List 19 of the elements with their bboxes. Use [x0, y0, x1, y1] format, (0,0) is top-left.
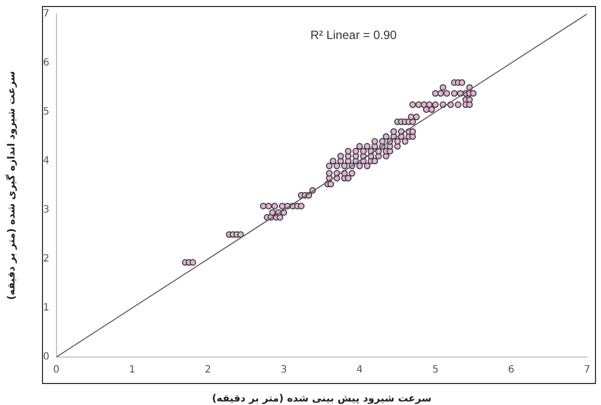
- y-tick-label: 3: [42, 204, 50, 216]
- y-tick-label: 7: [42, 8, 50, 20]
- x-tick-label: 7: [584, 364, 590, 376]
- y-tick-label: 0: [42, 352, 50, 363]
- y-tick-label: 2: [42, 254, 50, 265]
- x-tick-label: 1: [128, 364, 136, 376]
- y-tick-label: 6: [42, 58, 50, 69]
- x-tick-label: 3: [280, 364, 287, 376]
- y-tick-label: 5: [42, 106, 50, 118]
- y-tick-label: 4: [42, 156, 50, 167]
- y-tick-label: 1: [42, 302, 50, 314]
- y-axis-title: سرعت شیرود اندازه گیری شده (متر بر دقیقه): [4, 70, 18, 300]
- x-tick-label: 5: [432, 364, 439, 376]
- annotation: R² Linear = 0.90: [310, 28, 398, 42]
- x-tick-label: 2: [204, 364, 212, 376]
- x-tick-label: 0: [53, 364, 60, 376]
- x-tick-label: 6: [508, 364, 514, 376]
- x-axis-title: سرعت شیرود پیش بینی شده (متر بر دقیقه): [212, 394, 432, 405]
- x-tick-label: 4: [356, 364, 363, 376]
